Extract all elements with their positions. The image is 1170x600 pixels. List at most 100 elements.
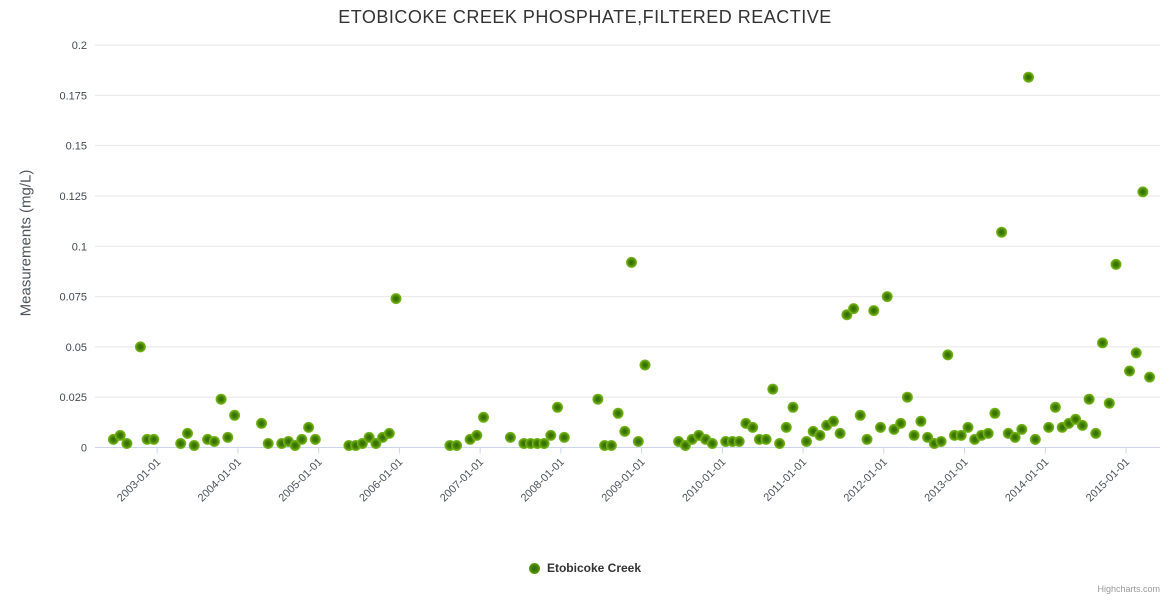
data-point[interactable] [733,436,745,447]
data-point[interactable] [639,359,651,371]
x-axis-tick-label: 2014-01-01 [1003,456,1051,504]
data-point[interactable] [592,393,604,405]
data-point[interactable] [619,425,631,437]
data-point[interactable] [854,409,866,421]
data-point[interactable] [558,431,570,443]
data-point[interactable] [989,407,1001,419]
data-point[interactable] [121,438,133,449]
data-point[interactable] [1097,337,1108,349]
legend-item-etobicoke-creek[interactable]: Etobicoke Creek [528,561,642,575]
y-axis-tick-label: 0.125 [59,191,87,203]
data-point[interactable] [148,433,160,445]
data-point[interactable] [303,421,315,433]
data-point[interactable] [552,401,563,413]
legend: Etobicoke Creek [0,561,1170,575]
y-axis-tick-label: 0.025 [59,392,87,404]
y-axis-tick-label: 0.05 [66,342,87,354]
data-point[interactable] [262,438,274,449]
x-axis-tick-label: 2003-01-01 [115,456,163,504]
data-point[interactable] [383,427,395,439]
data-point[interactable] [1029,433,1041,445]
data-point[interactable] [1090,427,1102,439]
chart-title: ETOBICOKE CREEK PHOSPHATE,FILTERED REACT… [338,7,832,27]
data-point[interactable] [767,383,779,395]
data-point[interactable] [982,427,994,439]
data-point[interactable] [222,431,234,443]
data-point[interactable] [875,421,886,433]
data-point[interactable] [814,429,826,441]
data-point[interactable] [747,421,759,433]
data-point[interactable] [787,401,799,413]
data-point[interactable] [1137,186,1149,198]
legend-label: Etobicoke Creek [546,561,642,575]
data-point[interactable] [256,417,267,429]
data-point[interactable] [706,438,718,449]
data-point[interactable] [538,438,550,449]
data-point[interactable] [1009,431,1021,443]
data-point[interactable] [1103,397,1115,409]
data-point[interactable] [626,256,637,268]
data-point[interactable] [215,393,227,405]
data-point[interactable] [901,391,913,403]
data-point[interactable] [134,341,146,353]
data-point[interactable] [1083,393,1095,405]
data-point[interactable] [942,349,954,361]
data-point[interactable] [935,436,947,447]
data-point[interactable] [605,440,617,451]
data-point[interactable] [208,436,220,447]
data-point[interactable] [915,415,927,427]
data-point[interactable] [1144,371,1156,383]
x-axis-tick-label: 2012-01-01 [842,456,890,504]
data-point[interactable] [632,436,644,447]
data-point[interactable] [895,417,907,429]
data-point[interactable] [955,429,967,441]
data-point[interactable] [229,409,241,421]
data-point[interactable] [801,436,812,447]
data-point[interactable] [996,226,1008,238]
data-point[interactable] [612,407,624,419]
data-point[interactable] [1124,365,1135,377]
data-point[interactable] [962,421,974,433]
data-point[interactable] [1023,71,1034,83]
x-axis-tick-label: 2007-01-01 [438,456,486,504]
data-point[interactable] [545,429,557,441]
data-point[interactable] [1130,347,1142,359]
data-point[interactable] [780,421,792,433]
x-axis-tick-label: 2011-01-01 [762,456,810,504]
data-point[interactable] [296,433,308,445]
x-axis-tick-label: 2006-01-01 [357,456,405,504]
data-point[interactable] [1110,258,1122,270]
data-point[interactable] [774,438,786,449]
data-point[interactable] [1076,419,1088,431]
data-point[interactable] [848,303,860,315]
data-point[interactable] [1016,423,1028,435]
data-point[interactable] [478,411,489,423]
data-point[interactable] [182,427,193,439]
data-point[interactable] [175,438,187,449]
data-point[interactable] [1043,421,1055,433]
data-point[interactable] [881,291,893,303]
data-point[interactable] [114,429,126,441]
data-point[interactable] [760,433,772,445]
data-point[interactable] [188,440,200,451]
y-axis-tick-label: 0.2 [72,40,87,52]
data-point[interactable] [309,433,321,445]
legend-marker-icon [528,562,540,574]
data-point[interactable] [834,427,846,439]
data-point[interactable] [451,440,463,451]
data-point[interactable] [471,429,483,441]
y-axis-tick-label: 0.15 [66,141,87,153]
data-point[interactable] [908,429,920,441]
x-axis-tick-label: 2015-01-01 [1084,456,1132,504]
data-point[interactable] [390,293,402,305]
credits-link[interactable]: Highcharts.com [1097,584,1160,594]
data-point[interactable] [868,305,880,317]
data-point[interactable] [861,433,873,445]
data-point[interactable] [504,431,516,443]
x-axis-tick-label: 2008-01-01 [519,456,567,504]
data-point[interactable] [827,415,839,427]
data-point[interactable] [1049,401,1061,413]
x-axis-tick-label: 2013-01-01 [922,456,970,504]
y-axis-tick-label: 0.175 [59,90,87,102]
